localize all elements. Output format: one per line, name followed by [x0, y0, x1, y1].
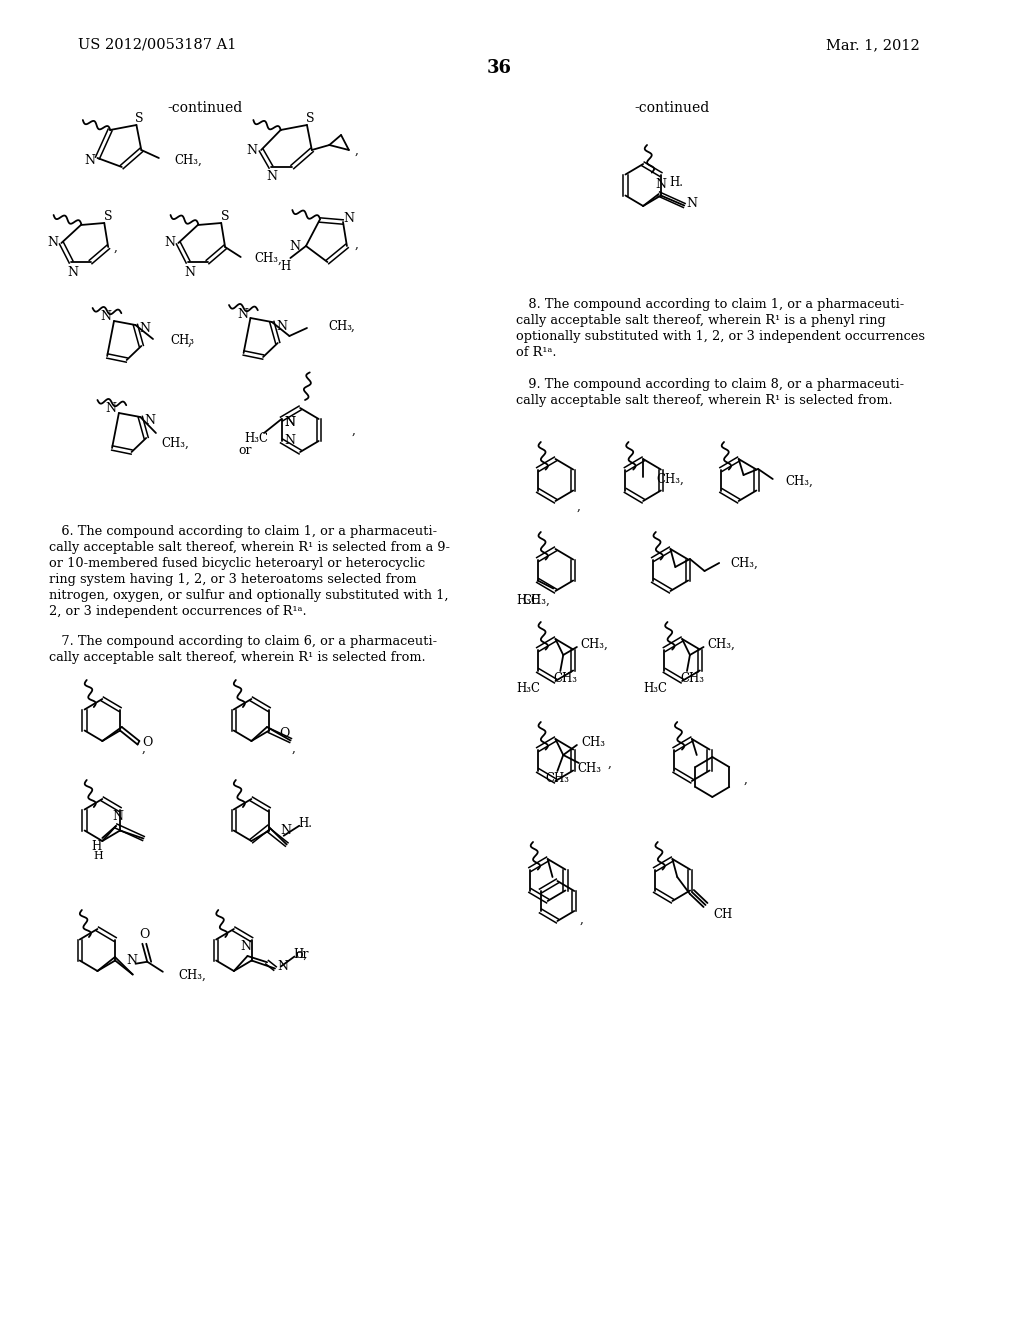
Text: CH₃,: CH₃, [162, 437, 189, 450]
Text: N: N [284, 417, 295, 429]
Text: CH₃,: CH₃, [178, 969, 206, 982]
Text: N: N [266, 170, 278, 183]
Text: N: N [164, 236, 175, 249]
Text: ,: , [577, 499, 581, 512]
Text: ,: , [608, 756, 612, 770]
Text: N: N [284, 417, 295, 429]
Text: N: N [113, 810, 124, 824]
Text: H: H [281, 260, 291, 272]
Text: H: H [93, 851, 103, 861]
Text: N: N [126, 954, 137, 968]
Text: nitrogen, oxygen, or sulfur and optionally substituted with 1,: nitrogen, oxygen, or sulfur and optional… [49, 589, 449, 602]
Text: N: N [246, 144, 257, 157]
Text: S: S [135, 111, 143, 124]
Text: N: N [278, 960, 289, 973]
Text: CH₃,: CH₃, [708, 638, 735, 651]
Text: N: N [686, 197, 697, 210]
Text: -continued: -continued [167, 102, 243, 115]
Text: H.: H. [298, 817, 312, 830]
Text: H₃C: H₃C [516, 681, 541, 694]
Text: O: O [280, 727, 290, 741]
Text: N: N [47, 236, 58, 249]
Text: O: O [142, 737, 153, 750]
Text: ,: , [278, 252, 282, 265]
Text: CH₃,: CH₃, [581, 638, 608, 651]
Text: H₃C: H₃C [245, 433, 268, 446]
Text: CH₃,: CH₃, [656, 473, 684, 486]
Text: ,: , [351, 319, 354, 333]
Text: S: S [103, 210, 113, 223]
Text: or: or [239, 444, 252, 457]
Text: cally acceptable salt thereof, wherein R¹ is a phenyl ring: cally acceptable salt thereof, wherein R… [516, 314, 886, 327]
Text: Mar. 1, 2012: Mar. 1, 2012 [826, 38, 920, 51]
Text: N: N [184, 265, 196, 279]
Text: H.: H. [670, 176, 683, 189]
Text: CH: CH [714, 908, 732, 920]
Text: N: N [139, 322, 151, 335]
Text: N: N [100, 310, 112, 323]
Text: ,: , [352, 424, 355, 437]
Text: ,: , [743, 772, 748, 785]
Text: N: N [276, 319, 287, 333]
Text: US 2012/0053187 A1: US 2012/0053187 A1 [78, 38, 237, 51]
Text: CH₃: CH₃ [171, 334, 195, 347]
Text: H₃C: H₃C [516, 594, 541, 606]
Text: CH₃: CH₃ [554, 672, 578, 685]
Text: S: S [221, 210, 229, 223]
Text: -continued: -continued [635, 102, 710, 115]
Text: cally acceptable salt thereof, wherein R¹ is selected from.: cally acceptable salt thereof, wherein R… [516, 393, 893, 407]
Text: or: or [295, 949, 309, 961]
Text: 9. The compound according to claim 8, or a pharmaceuti-: 9. The compound according to claim 8, or… [516, 378, 904, 391]
Text: ,: , [292, 742, 295, 755]
Text: N: N [144, 414, 156, 428]
Text: 2, or 3 independent occurrences of R¹ᵃ.: 2, or 3 independent occurrences of R¹ᵃ. [49, 605, 306, 618]
Text: of R¹ᵃ.: of R¹ᵃ. [516, 346, 557, 359]
Text: ,: , [114, 240, 118, 253]
Text: N: N [84, 153, 95, 166]
Text: N: N [655, 178, 667, 191]
Text: ,: , [354, 144, 358, 157]
Text: CH₃,: CH₃, [522, 594, 550, 607]
Text: 6. The compound according to claim 1, or a pharmaceuti-: 6. The compound according to claim 1, or… [49, 525, 437, 539]
Text: N: N [238, 308, 248, 321]
Text: CH₃: CH₃ [329, 319, 352, 333]
Text: or 10-membered fused bicyclic heteroaryl or heterocyclic: or 10-membered fused bicyclic heteroaryl… [49, 557, 425, 570]
Text: CH₃,: CH₃, [785, 474, 813, 487]
Text: N: N [281, 824, 291, 837]
Text: N: N [343, 211, 354, 224]
Text: N: N [68, 265, 79, 279]
Text: H: H [91, 840, 101, 853]
Text: CH₃: CH₃ [680, 672, 705, 685]
Text: CH₃: CH₃ [546, 772, 569, 785]
Text: ,: , [580, 912, 584, 925]
Text: CH₃: CH₃ [577, 763, 601, 776]
Text: CH₃: CH₃ [254, 252, 279, 265]
Text: ring system having 1, 2, or 3 heteroatoms selected from: ring system having 1, 2, or 3 heteroatom… [49, 573, 416, 586]
Text: ,: , [188, 334, 191, 347]
Text: cally acceptable salt thereof, wherein R¹ is selected from a 9-: cally acceptable salt thereof, wherein R… [49, 541, 450, 554]
Text: N: N [290, 239, 301, 252]
Text: H,: H, [293, 948, 307, 961]
Text: O: O [139, 928, 150, 941]
Text: CH₃: CH₃ [582, 735, 606, 748]
Text: optionally substituted with 1, 2, or 3 independent occurrences: optionally substituted with 1, 2, or 3 i… [516, 330, 926, 343]
Text: H₃C: H₃C [643, 681, 668, 694]
Text: cally acceptable salt thereof, wherein R¹ is selected from.: cally acceptable salt thereof, wherein R… [49, 651, 425, 664]
Text: CH₃,: CH₃, [174, 153, 202, 166]
Text: N: N [240, 940, 251, 953]
Text: ,: , [141, 742, 145, 755]
Text: CH₃,: CH₃, [731, 557, 759, 569]
Text: N: N [284, 434, 295, 447]
Text: ,: , [354, 238, 358, 251]
Text: 36: 36 [486, 59, 511, 77]
Text: 8. The compound according to claim 1, or a pharmaceuti-: 8. The compound according to claim 1, or… [516, 298, 905, 312]
Text: S: S [305, 111, 314, 124]
Text: N: N [105, 403, 117, 416]
Text: 7. The compound according to claim 6, or a pharmaceuti-: 7. The compound according to claim 6, or… [49, 635, 437, 648]
